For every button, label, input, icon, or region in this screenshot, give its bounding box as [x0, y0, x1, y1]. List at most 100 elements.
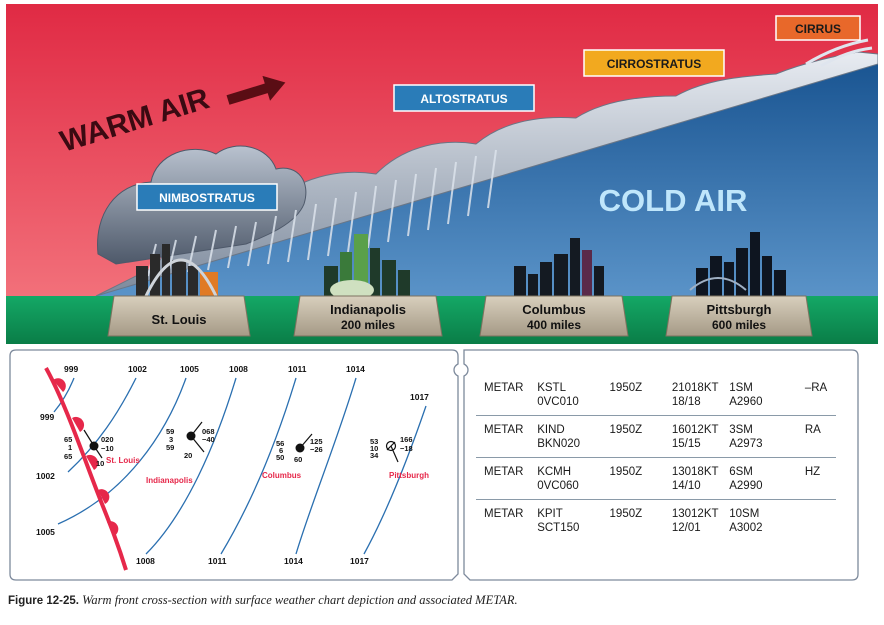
metar-wx: RA [804, 415, 836, 458]
isobar-label: 999 [64, 364, 78, 374]
cirrus-wisps [805, 38, 873, 68]
metar-wind: 16012KT [671, 424, 719, 436]
metar-sky: BKN020 [537, 438, 581, 450]
station-extra: 1 [68, 443, 72, 452]
metar-wx: –RA [804, 382, 828, 394]
city-name: Pittsburgh [707, 302, 772, 317]
metar-station: KIND [537, 424, 565, 436]
metar-row: METAR KCMH 0VC060 1950Z 13018KT 14/10 6SM A… [476, 457, 836, 500]
isobar-label: 1008 [136, 556, 155, 566]
metar-time: 1950Z [609, 382, 643, 394]
city-name: Columbus [522, 302, 586, 317]
metar-table: METAR KSTL 0VC010 1950Z 21018KT 18/18 1SM A… [476, 374, 836, 541]
metar-wx: HZ [804, 457, 836, 500]
metar-vis: 1SM [729, 382, 753, 394]
metar-alt: A2973 [729, 438, 763, 450]
cold-air-label: COLD AIR [599, 183, 748, 218]
station-trend: −18 [400, 444, 413, 453]
station-temp: 65 [64, 435, 72, 444]
city-distance: 600 miles [712, 318, 766, 332]
station-name: St. Louis [106, 456, 140, 465]
station-temp: 53 [370, 437, 378, 446]
city-tag-st-louis: St. Louis [107, 295, 251, 337]
metar-station: KCMH [537, 466, 572, 478]
station-pressure: 166 [400, 435, 413, 444]
station-pressure: 020 [101, 435, 114, 444]
isobar-label: 1014 [284, 556, 303, 566]
caption-text: Warm front cross-section with surface we… [82, 593, 518, 607]
station-extra: 10 [370, 444, 378, 453]
station-trend: −10 [101, 444, 114, 453]
metar-alt: A2990 [729, 480, 763, 492]
metar-wx [804, 499, 836, 541]
metar-sky: 0VC010 [537, 396, 579, 408]
station-model-columbus: 56 6 50 125 −26 60 Columbus [262, 433, 323, 480]
cloud-tag-cirrus: CIRRUS [775, 15, 861, 41]
isobar-label: 1017 [410, 392, 429, 402]
cloud-tag-nimbostratus: NIMBOSTRATUS [136, 183, 278, 211]
metar-alt: A3002 [729, 522, 763, 534]
figure-caption: Figure 12-25. Warm front cross-section w… [8, 593, 878, 608]
station-name: Pittsburgh [389, 471, 429, 480]
metar-temp: 15/15 [671, 438, 701, 450]
city-name: Indianapolis [330, 302, 406, 317]
metar-type: METAR [476, 499, 538, 541]
metar-sky: SCT150 [537, 522, 580, 534]
metar-temp: 14/10 [671, 480, 701, 492]
city-name: St. Louis [152, 312, 207, 327]
metar-wind: 13012KT [671, 508, 719, 520]
station-dew: 59 [166, 443, 174, 452]
station-gust: 60 [294, 455, 302, 464]
cloud-label: CIRRUS [795, 22, 841, 36]
isobar-label: 1011 [208, 556, 227, 566]
metar-type: METAR [484, 382, 524, 394]
isobar-labels: 999 1002 1005 1008 1011 1014 1017 999 10… [36, 364, 429, 566]
station-name: Columbus [262, 471, 302, 480]
isobar-label: 1002 [36, 471, 55, 481]
station-name: Indianapolis [146, 476, 193, 485]
station-dew: 50 [276, 453, 284, 462]
metar-sky: 0VC060 [537, 480, 579, 492]
metar-type: METAR [476, 457, 538, 500]
cloud-tag-altostratus: ALTOSTRATUS [393, 84, 535, 112]
isobar-label: 1008 [229, 364, 248, 374]
station-trend: −26 [310, 445, 323, 454]
station-pressure: 125 [310, 437, 323, 446]
isobar-label: 1002 [128, 364, 147, 374]
metar-vis: 3SM [729, 424, 753, 436]
metar-time: 1950Z [609, 415, 672, 458]
station-temp: 59 [166, 427, 174, 436]
station-extra: 6 [279, 446, 283, 455]
metar-row: METAR KPIT SCT150 1950Z 13012KT 12/01 10SM… [476, 499, 836, 541]
metar-wind: 21018KT [671, 382, 719, 394]
city-distance: 400 miles [527, 318, 581, 332]
metar-vis: 6SM [729, 466, 753, 478]
station-trend: −40 [202, 435, 215, 444]
cloud-label: NIMBOSTRATUS [159, 191, 255, 205]
metar-row: METAR KIND BKN020 1950Z 16012KT 15/15 3SM A… [476, 415, 836, 458]
warm-air-arrow-icon [226, 75, 286, 105]
metar-alt: A2960 [729, 396, 763, 408]
city-tag-columbus: Columbus 400 miles [479, 295, 629, 337]
caption-label: Figure 12-25. [8, 595, 79, 607]
warm-front-symbols [53, 378, 119, 536]
city-tag-pittsburgh: Pittsburgh 600 miles [665, 295, 813, 337]
cloud-label: ALTOSTRATUS [420, 92, 507, 106]
skyline-st-louis [136, 244, 218, 297]
cloud-label: CIRROSTRATUS [607, 57, 701, 71]
skyline-indianapolis [324, 234, 410, 300]
isobar-label: 1005 [36, 527, 55, 537]
station-gust: 20 [184, 451, 192, 460]
station-gust: 10 [96, 459, 104, 468]
station-dew: 34 [370, 451, 379, 460]
isobar-label: 999 [40, 412, 54, 422]
station-model-st-louis: 65 1 65 020 −10 10 St. Louis [64, 429, 140, 468]
metar-wind: 13018KT [671, 466, 719, 478]
isobar-label: 1017 [350, 556, 369, 566]
skyline-pittsburgh [689, 232, 786, 296]
metar-type: METAR [476, 415, 538, 458]
cross-section: St. Louis Indianapolis 200 miles Columbu… [6, 4, 878, 344]
isobar-label: 1011 [288, 364, 307, 374]
skyline-columbus [514, 238, 604, 296]
station-pressure: 068 [202, 427, 215, 436]
